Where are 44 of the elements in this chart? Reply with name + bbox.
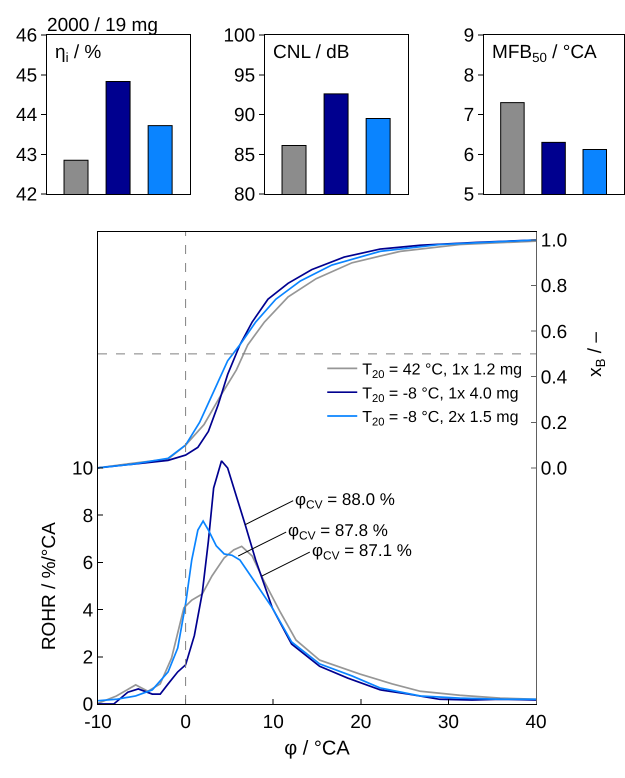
legend-label: T$_{20}$ = -8 °C, 1x 4.0 mg [362,385,518,405]
y-tick-label: 8 [82,506,94,527]
annotation: φ$_{CV}$ = 87.8 % [288,521,388,543]
y-tick-label: 42 [16,184,38,206]
y-tick-label: 8 [464,65,474,86]
y-tick-label: 4 [82,600,94,622]
line-series [98,460,536,704]
x-tick-label: 0 [180,712,191,733]
chart-title: 2000 / 19 mg [47,15,158,36]
y2-tick-label: 0.0 [540,458,568,480]
x-tick-label: 20 [350,712,372,733]
y-axis-title: MFB$_{50}$ / °CA [492,42,598,65]
legend-label: T$_{20}$ = -8 °C, 2x 1.5 mg [362,409,518,429]
y-tick-label: 10 [72,458,94,480]
y2-tick-label: 0.6 [540,322,568,343]
y2-tick-label: 0.2 [540,412,568,434]
x-tick-label: 30 [438,712,459,733]
y-tick-label: 7 [464,105,474,126]
x-tick-label: 40 [525,712,547,733]
y-axis-title: CNL / dB [273,42,350,63]
annotation: φ$_{CV}$ = 88.0 % [295,490,395,512]
y-tick-label: 85 [234,144,256,166]
y-tick-label: 46 [16,26,38,47]
y-axis-title: ROHR / %/°CA [39,522,60,650]
annotation: φ$_{CV}$ = 87.1 % [312,541,412,563]
y-tick-label: 95 [234,65,256,86]
y2-tick-label: 1.0 [540,230,568,252]
y-tick-label: 6 [82,553,94,574]
y-tick-label: 6 [464,144,474,166]
y-tick-label: 9 [464,26,474,47]
y-tick-label: 43 [16,144,38,166]
y-tick-label: 44 [16,105,38,126]
y-tick-label: 100 [223,26,256,47]
y-tick-label: 5 [464,184,474,206]
y2-tick-label: 0.4 [540,367,568,388]
legend-label: T$_{20}$ = 42 °C, 1x 1.2 mg [362,362,522,381]
y-axis-title: η$_{i}$ / % [55,42,102,65]
y2-tick-label: 0.8 [540,276,568,298]
x-axis-title: φ / °CA [284,737,350,760]
y-tick-label: 45 [16,65,38,86]
x-tick-label: 10 [262,712,284,733]
y-tick-label: 90 [234,105,256,126]
y-tick-label: 80 [234,184,256,206]
y-tick-label: 2 [82,647,94,668]
